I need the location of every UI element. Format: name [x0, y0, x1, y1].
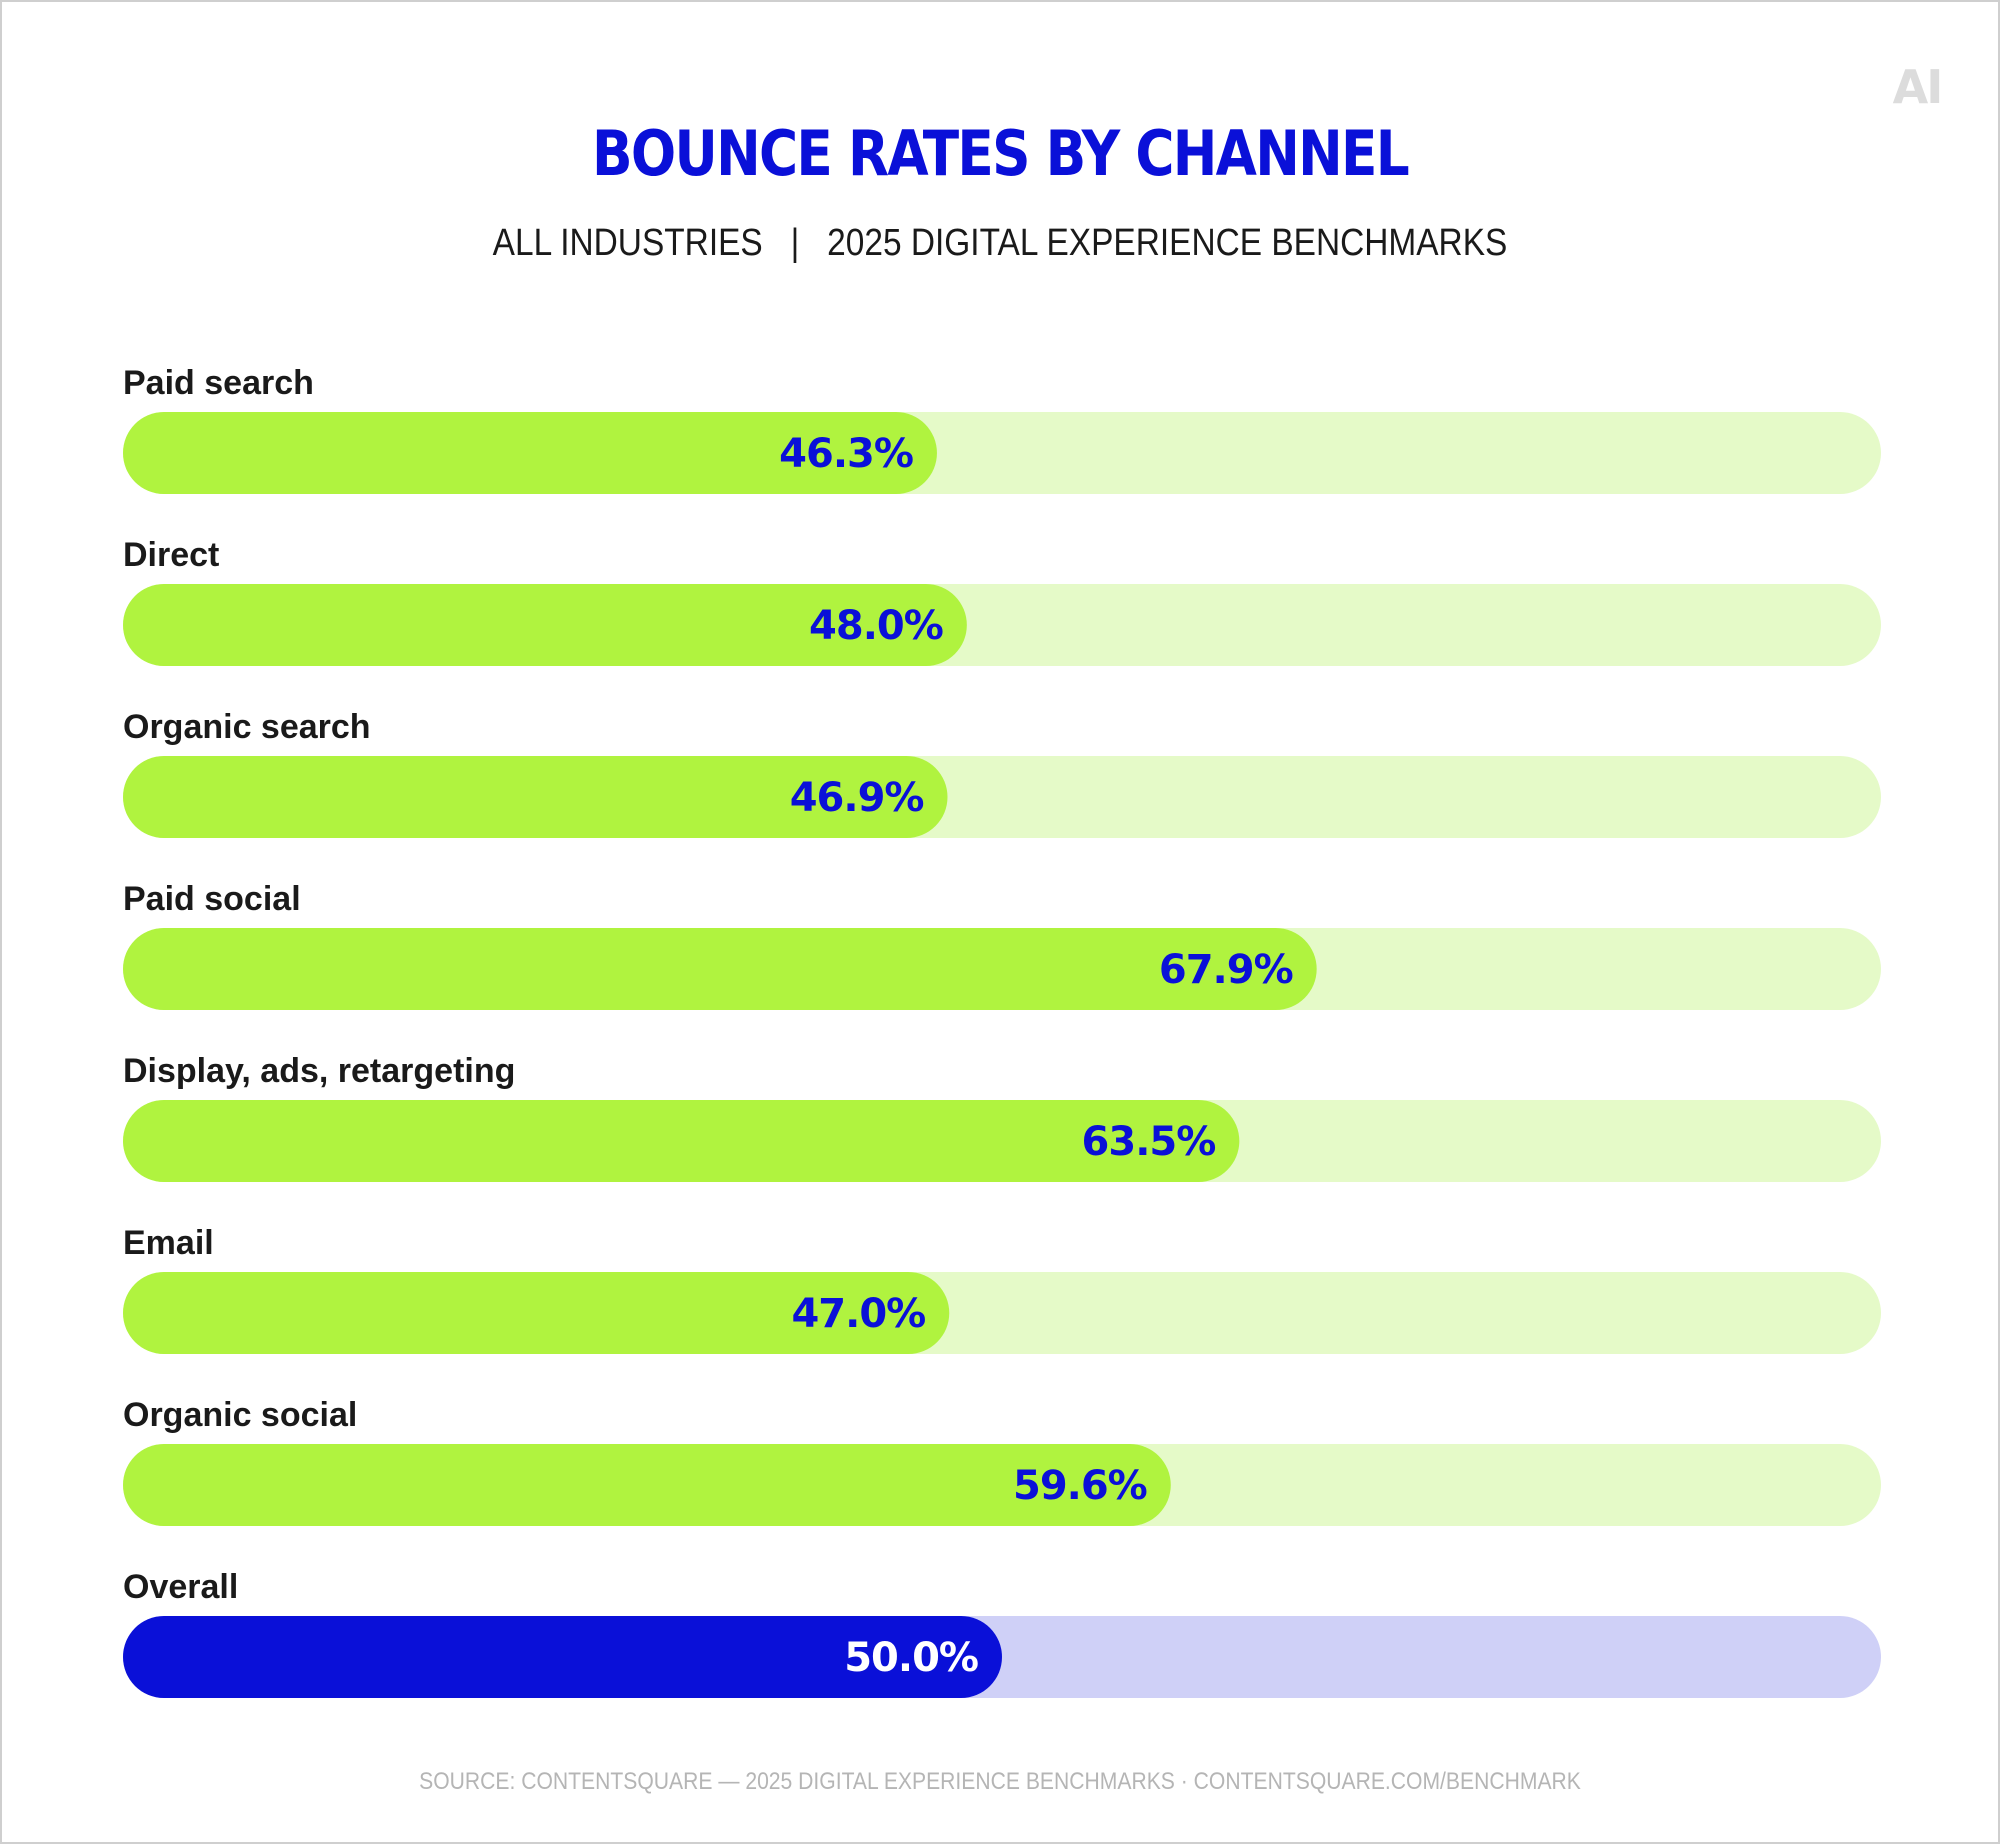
category-label: Organic search	[123, 708, 371, 746]
value-label: 63.5%	[1082, 1119, 1216, 1165]
category-label: Overall	[123, 1568, 238, 1606]
value-label: 48.0%	[809, 603, 943, 649]
category-label: Paid search	[123, 364, 314, 402]
bar-fill	[123, 412, 937, 494]
chart-subtitle: ALL INDUSTRIES | 2025 DIGITAL EXPERIENCE…	[492, 222, 1508, 264]
bar-fill	[123, 1100, 1240, 1182]
value-label: 50.0%	[844, 1635, 978, 1681]
bar-fill	[123, 1272, 950, 1354]
bar-fill	[123, 584, 967, 666]
bar-fill	[123, 1616, 1002, 1698]
category-label: Direct	[123, 536, 219, 574]
category-label: Paid social	[123, 880, 301, 918]
value-label: 47.0%	[791, 1291, 925, 1337]
value-label: 46.3%	[779, 431, 913, 477]
category-label: Organic social	[123, 1396, 357, 1434]
chart-title: BOUNCE RATES BY CHANNEL	[592, 117, 1410, 190]
bar-fill	[123, 1444, 1171, 1526]
value-label: 67.9%	[1159, 947, 1293, 993]
bar-fill	[123, 756, 948, 838]
value-label: 59.6%	[1013, 1463, 1147, 1509]
bar-fill	[123, 928, 1317, 1010]
value-label: 46.9%	[790, 775, 924, 821]
source-note: SOURCE: CONTENTSQUARE — 2025 DIGITAL EXP…	[419, 1768, 1581, 1795]
brand-logo-icon: AI	[1892, 60, 1944, 114]
category-label: Email	[123, 1224, 214, 1262]
category-label: Display, ads, retargeting	[123, 1052, 515, 1090]
